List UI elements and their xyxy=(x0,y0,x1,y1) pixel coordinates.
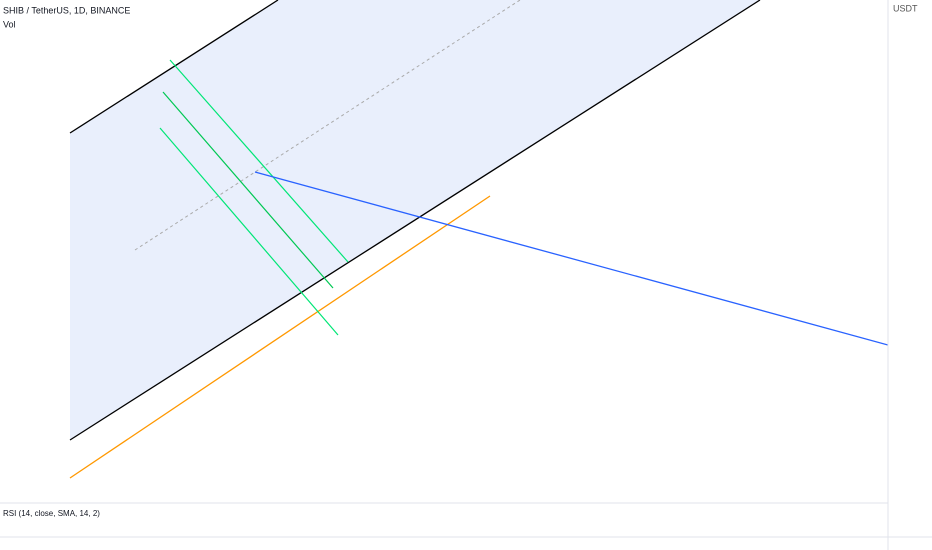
channel-bottom xyxy=(69,0,761,441)
rsi-title: RSI (14, close, SMA, 14, 2) xyxy=(3,509,100,518)
trend-line xyxy=(69,195,491,479)
down-channel xyxy=(159,127,339,336)
resistance-line xyxy=(254,171,888,346)
vol-label: Vol xyxy=(3,19,16,29)
currency: USDT xyxy=(893,3,918,13)
down-channel xyxy=(162,91,334,289)
drawings xyxy=(69,0,888,479)
down-channel xyxy=(169,59,349,263)
symbol-title: SHIB / TetherUS, 1D, BINANCE xyxy=(3,5,130,15)
channel-mid xyxy=(134,0,521,251)
channel-top xyxy=(69,0,279,134)
